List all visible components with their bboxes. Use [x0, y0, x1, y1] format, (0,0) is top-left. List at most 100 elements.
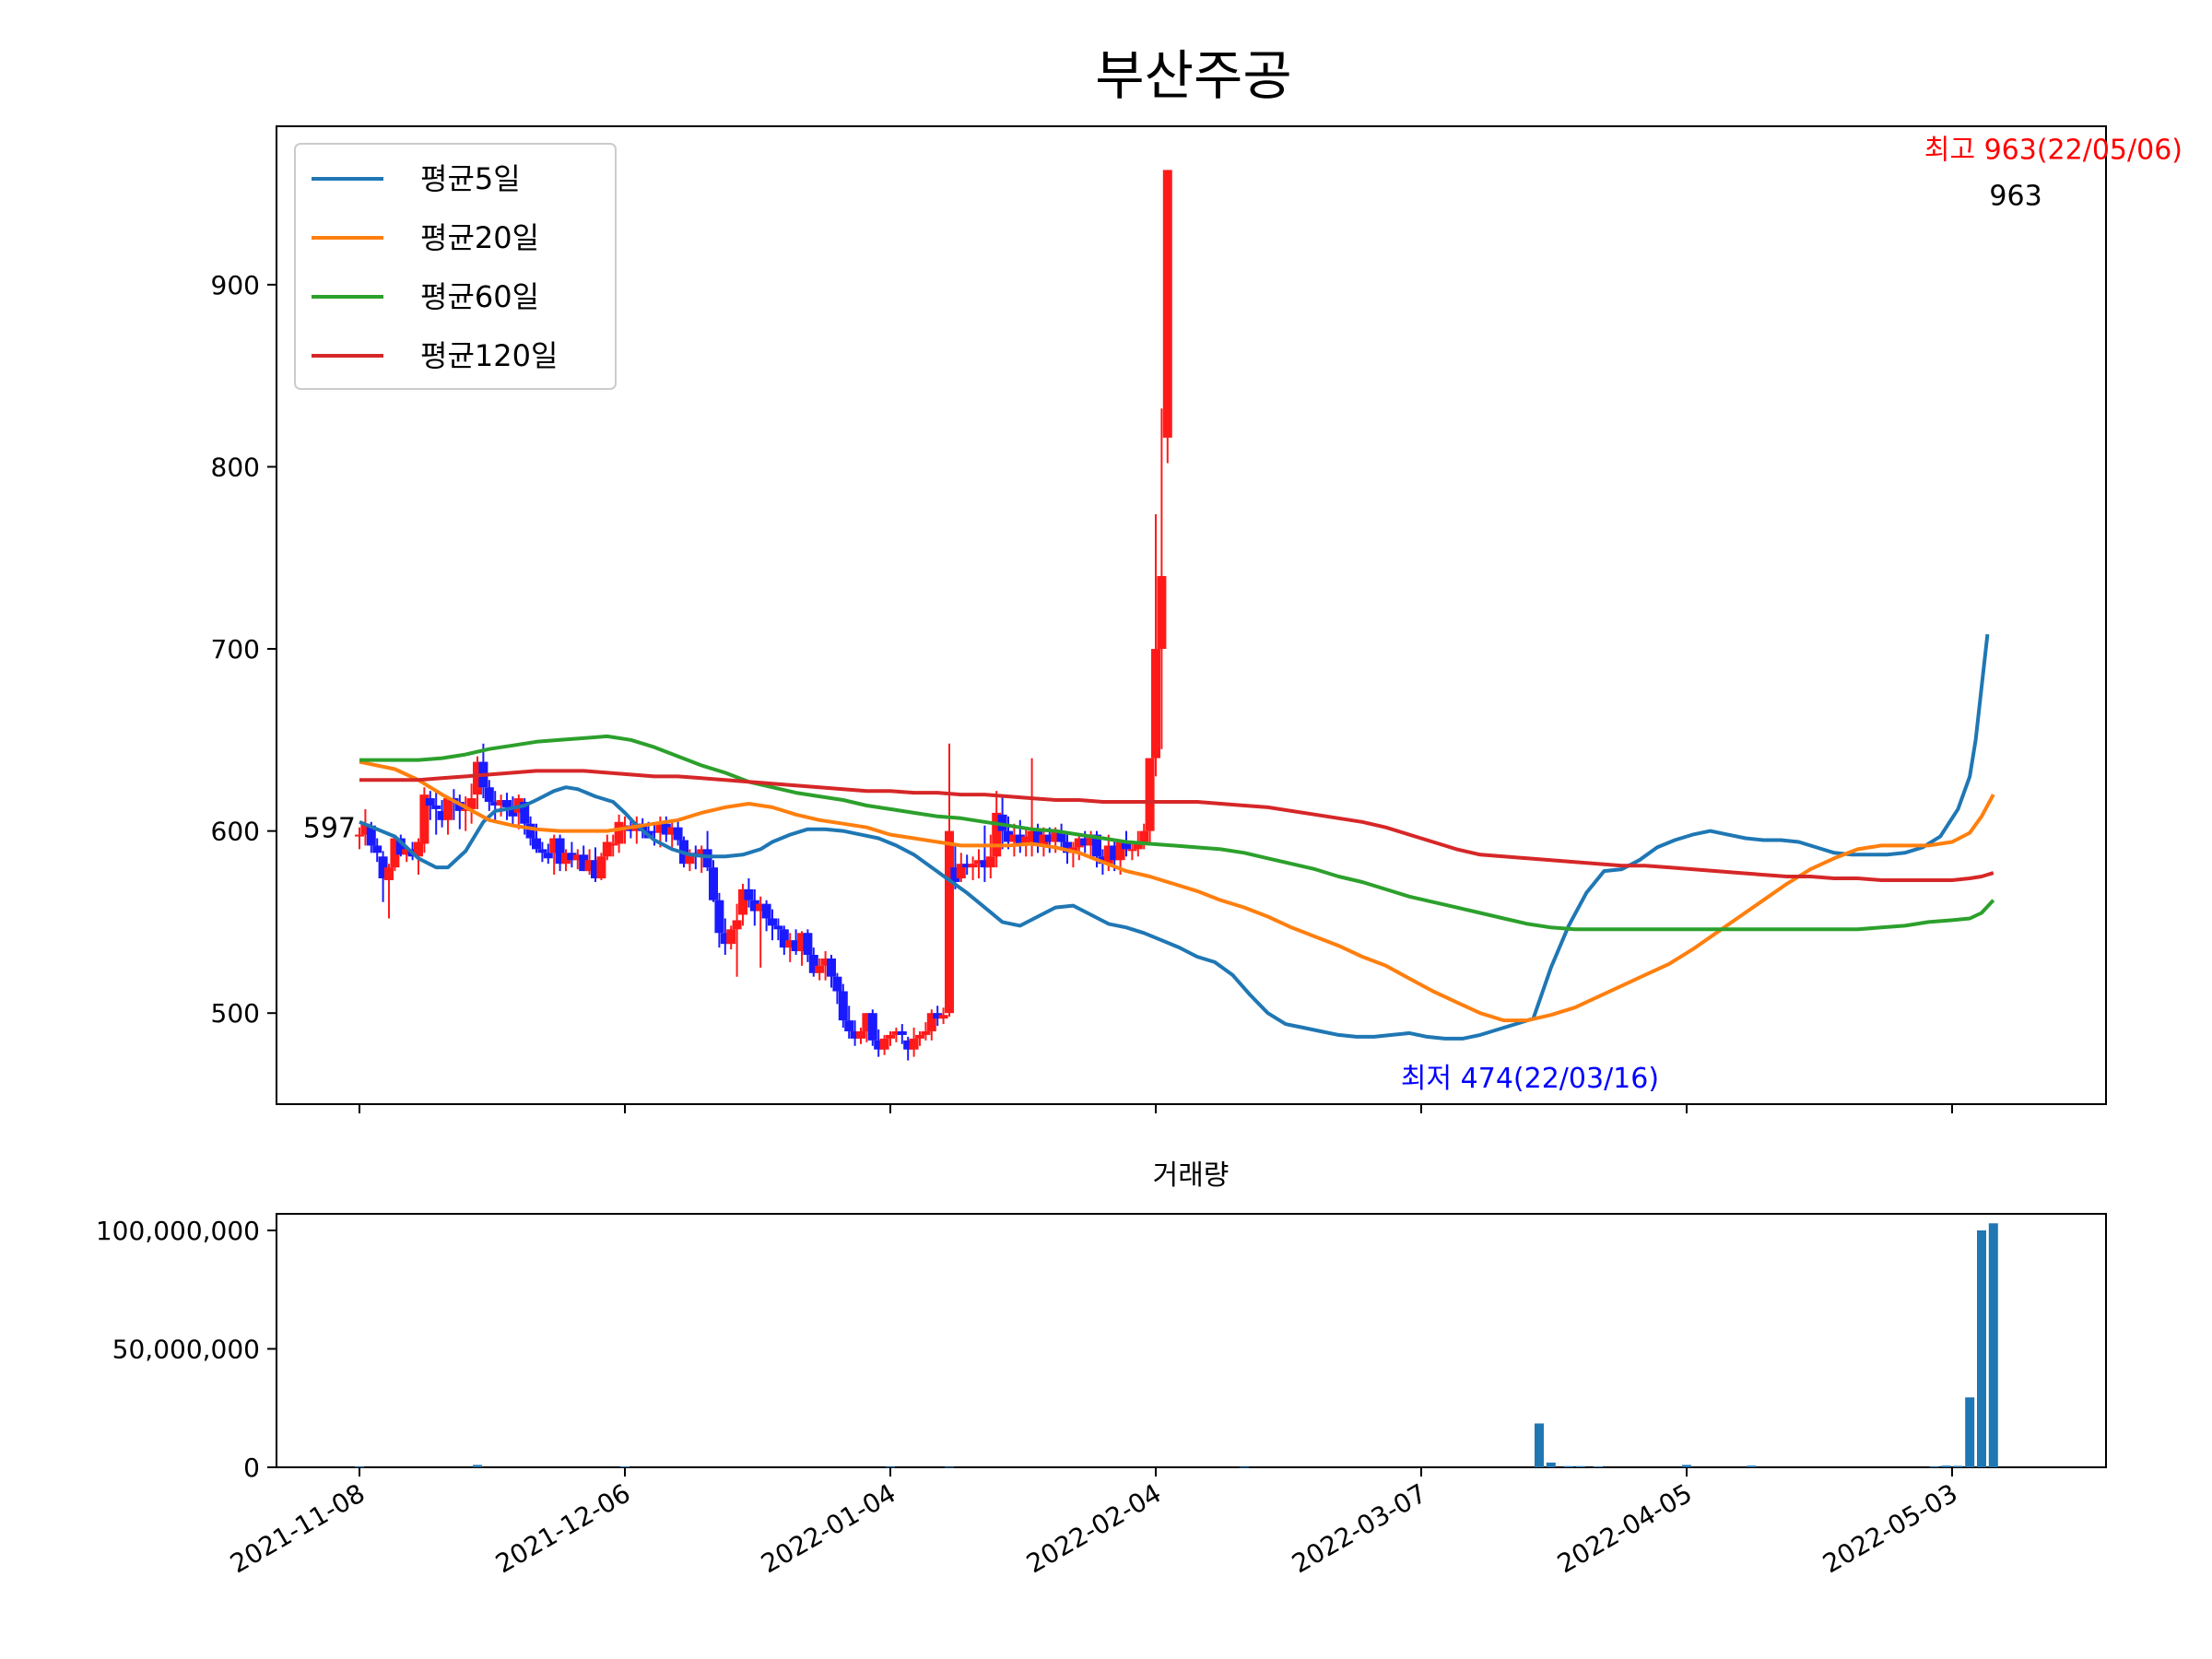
- candle-body: [1122, 841, 1131, 850]
- candle-body: [1127, 849, 1137, 852]
- x-date-tick-label: 2022-04-05: [1552, 1477, 1697, 1579]
- candle-body: [431, 805, 441, 809]
- last-price-label: 963: [1989, 180, 2041, 212]
- candle-body: [738, 888, 747, 915]
- volume-y-tick-label: 100,000,000: [96, 1216, 260, 1246]
- candle-body: [1027, 830, 1037, 844]
- candle-body: [473, 761, 482, 795]
- volume-bar: [1240, 1466, 1249, 1468]
- candle-body: [827, 958, 836, 977]
- volume-y-tick-label: 50,000,000: [112, 1334, 260, 1364]
- candle-body: [867, 1013, 877, 1041]
- candle-body: [797, 933, 806, 952]
- candle-body: [366, 825, 376, 846]
- candle-body: [543, 853, 553, 859]
- candle-body: [1133, 841, 1143, 850]
- candle-body: [378, 856, 388, 879]
- candle-body: [926, 1013, 936, 1031]
- candle-body: [685, 853, 695, 865]
- candle-body: [1110, 845, 1120, 861]
- candle-body: [862, 1013, 872, 1031]
- candle-body: [372, 845, 382, 853]
- candle-body: [1044, 834, 1054, 842]
- candle-body: [933, 1013, 943, 1019]
- volume-bar: [1929, 1466, 1939, 1468]
- candle-body: [897, 1030, 907, 1035]
- volume-bar: [1953, 1465, 1963, 1467]
- volume-y-axis: 0 50,000,000 100,000,000: [96, 1216, 276, 1483]
- candle-body: [850, 1030, 860, 1039]
- candle-body: [785, 940, 795, 948]
- candle-body: [1051, 830, 1061, 842]
- candle-body: [425, 798, 435, 806]
- candle-body: [437, 810, 447, 820]
- candle-body: [572, 854, 582, 861]
- volume-bar: [1682, 1465, 1691, 1467]
- candle-body: [791, 940, 801, 952]
- volume-bar: [1535, 1423, 1544, 1467]
- candle-body: [992, 812, 1002, 857]
- candle-body: [555, 838, 565, 865]
- legend-label: 평균20일: [420, 220, 539, 255]
- candle-body: [1115, 841, 1125, 861]
- candle-body: [921, 1030, 931, 1035]
- candle-body: [390, 838, 400, 868]
- price-panel: 500 600 700 800 900 597 963 최고 963(22/05/06) 최저…: [211, 125, 2183, 1113]
- candle-body: [980, 860, 990, 868]
- candle-body: [1056, 830, 1066, 842]
- legend-label: 평균5일: [420, 161, 521, 196]
- candle-body: [732, 920, 742, 930]
- candle-body: [968, 864, 978, 868]
- candle-body: [844, 1020, 854, 1031]
- candle-body: [402, 849, 412, 855]
- candle-body: [815, 965, 825, 973]
- candle-body: [856, 1030, 865, 1039]
- candle-body: [355, 834, 364, 837]
- candle-body: [561, 853, 571, 865]
- x-date-tick-label: 2022-05-03: [1818, 1477, 1962, 1579]
- x-date-tick-label: 2022-03-07: [1287, 1477, 1431, 1579]
- volume-x-axis: 2021-11-08 2021-12-06 2022-01-04 2022-02-04…: [225, 1467, 1963, 1579]
- candle-body: [395, 838, 406, 855]
- ma60-line: [359, 734, 1995, 932]
- candle-body: [945, 830, 954, 1014]
- candle-body: [985, 856, 995, 868]
- candle-body: [655, 823, 665, 833]
- volume-bar: [473, 1465, 482, 1467]
- candle-body: [591, 860, 600, 879]
- candle-body: [779, 929, 789, 948]
- candle-body: [596, 856, 606, 879]
- candle-body: [714, 900, 724, 934]
- legend-box: [294, 143, 617, 390]
- candle-body: [962, 864, 972, 868]
- candle-body: [720, 933, 730, 945]
- candle-body: [956, 864, 966, 879]
- x-date-tick-label: 2022-01-04: [756, 1477, 900, 1579]
- price-y-tick-label: 800: [211, 452, 260, 482]
- candle-body: [602, 841, 612, 857]
- candle-body: [496, 800, 506, 806]
- candle-body: [709, 867, 718, 900]
- candle-body: [502, 800, 512, 807]
- candle-body: [1021, 836, 1031, 846]
- annotations: 597 963 최고 963(22/05/06) 최저 474(22/03/16): [303, 134, 2183, 1095]
- candle-body: [490, 802, 500, 806]
- candle-body: [525, 823, 535, 839]
- volume-bar: [1575, 1465, 1585, 1467]
- candle-body: [1157, 576, 1167, 650]
- x-date-tick-label: 2021-12-06: [490, 1477, 635, 1579]
- volume-bar: [1988, 1223, 1998, 1467]
- volume-bar: [1965, 1397, 1975, 1467]
- candle-body: [1063, 841, 1072, 853]
- start-price-label: 597: [303, 813, 356, 845]
- candle-body: [549, 838, 559, 853]
- candle-body: [749, 900, 759, 912]
- volume-plot-frame: [276, 1213, 2107, 1468]
- low-price-label: 최저 474(22/03/16): [1401, 1063, 1659, 1095]
- moving-average-lines: [359, 633, 1995, 1041]
- price-y-tick-label: 700: [211, 634, 260, 665]
- candle-body: [761, 903, 771, 919]
- candle-body: [1039, 834, 1049, 846]
- candle-body: [938, 1015, 948, 1019]
